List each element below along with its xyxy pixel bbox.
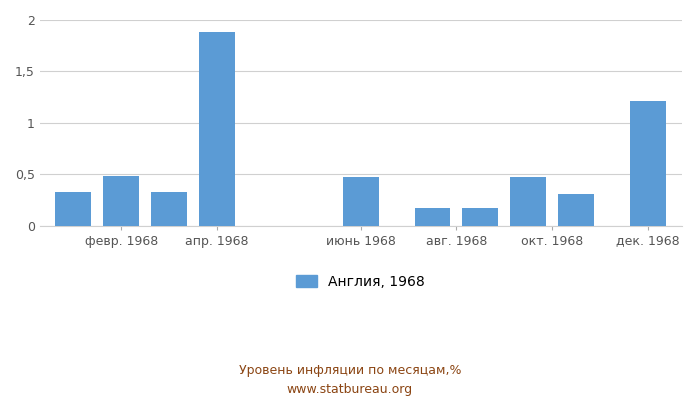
Bar	[343, 177, 379, 226]
Text: Уровень инфляции по месяцам,%
www.statbureau.org: Уровень инфляции по месяцам,% www.statbu…	[239, 364, 461, 396]
Bar	[414, 208, 451, 226]
Bar	[630, 101, 666, 226]
Bar	[558, 194, 594, 226]
Bar	[199, 32, 235, 226]
Bar	[55, 192, 91, 226]
Legend: Англия, 1968: Англия, 1968	[290, 270, 430, 294]
Bar	[151, 192, 187, 226]
Bar	[510, 177, 546, 226]
Bar	[463, 208, 498, 226]
Bar	[104, 176, 139, 226]
